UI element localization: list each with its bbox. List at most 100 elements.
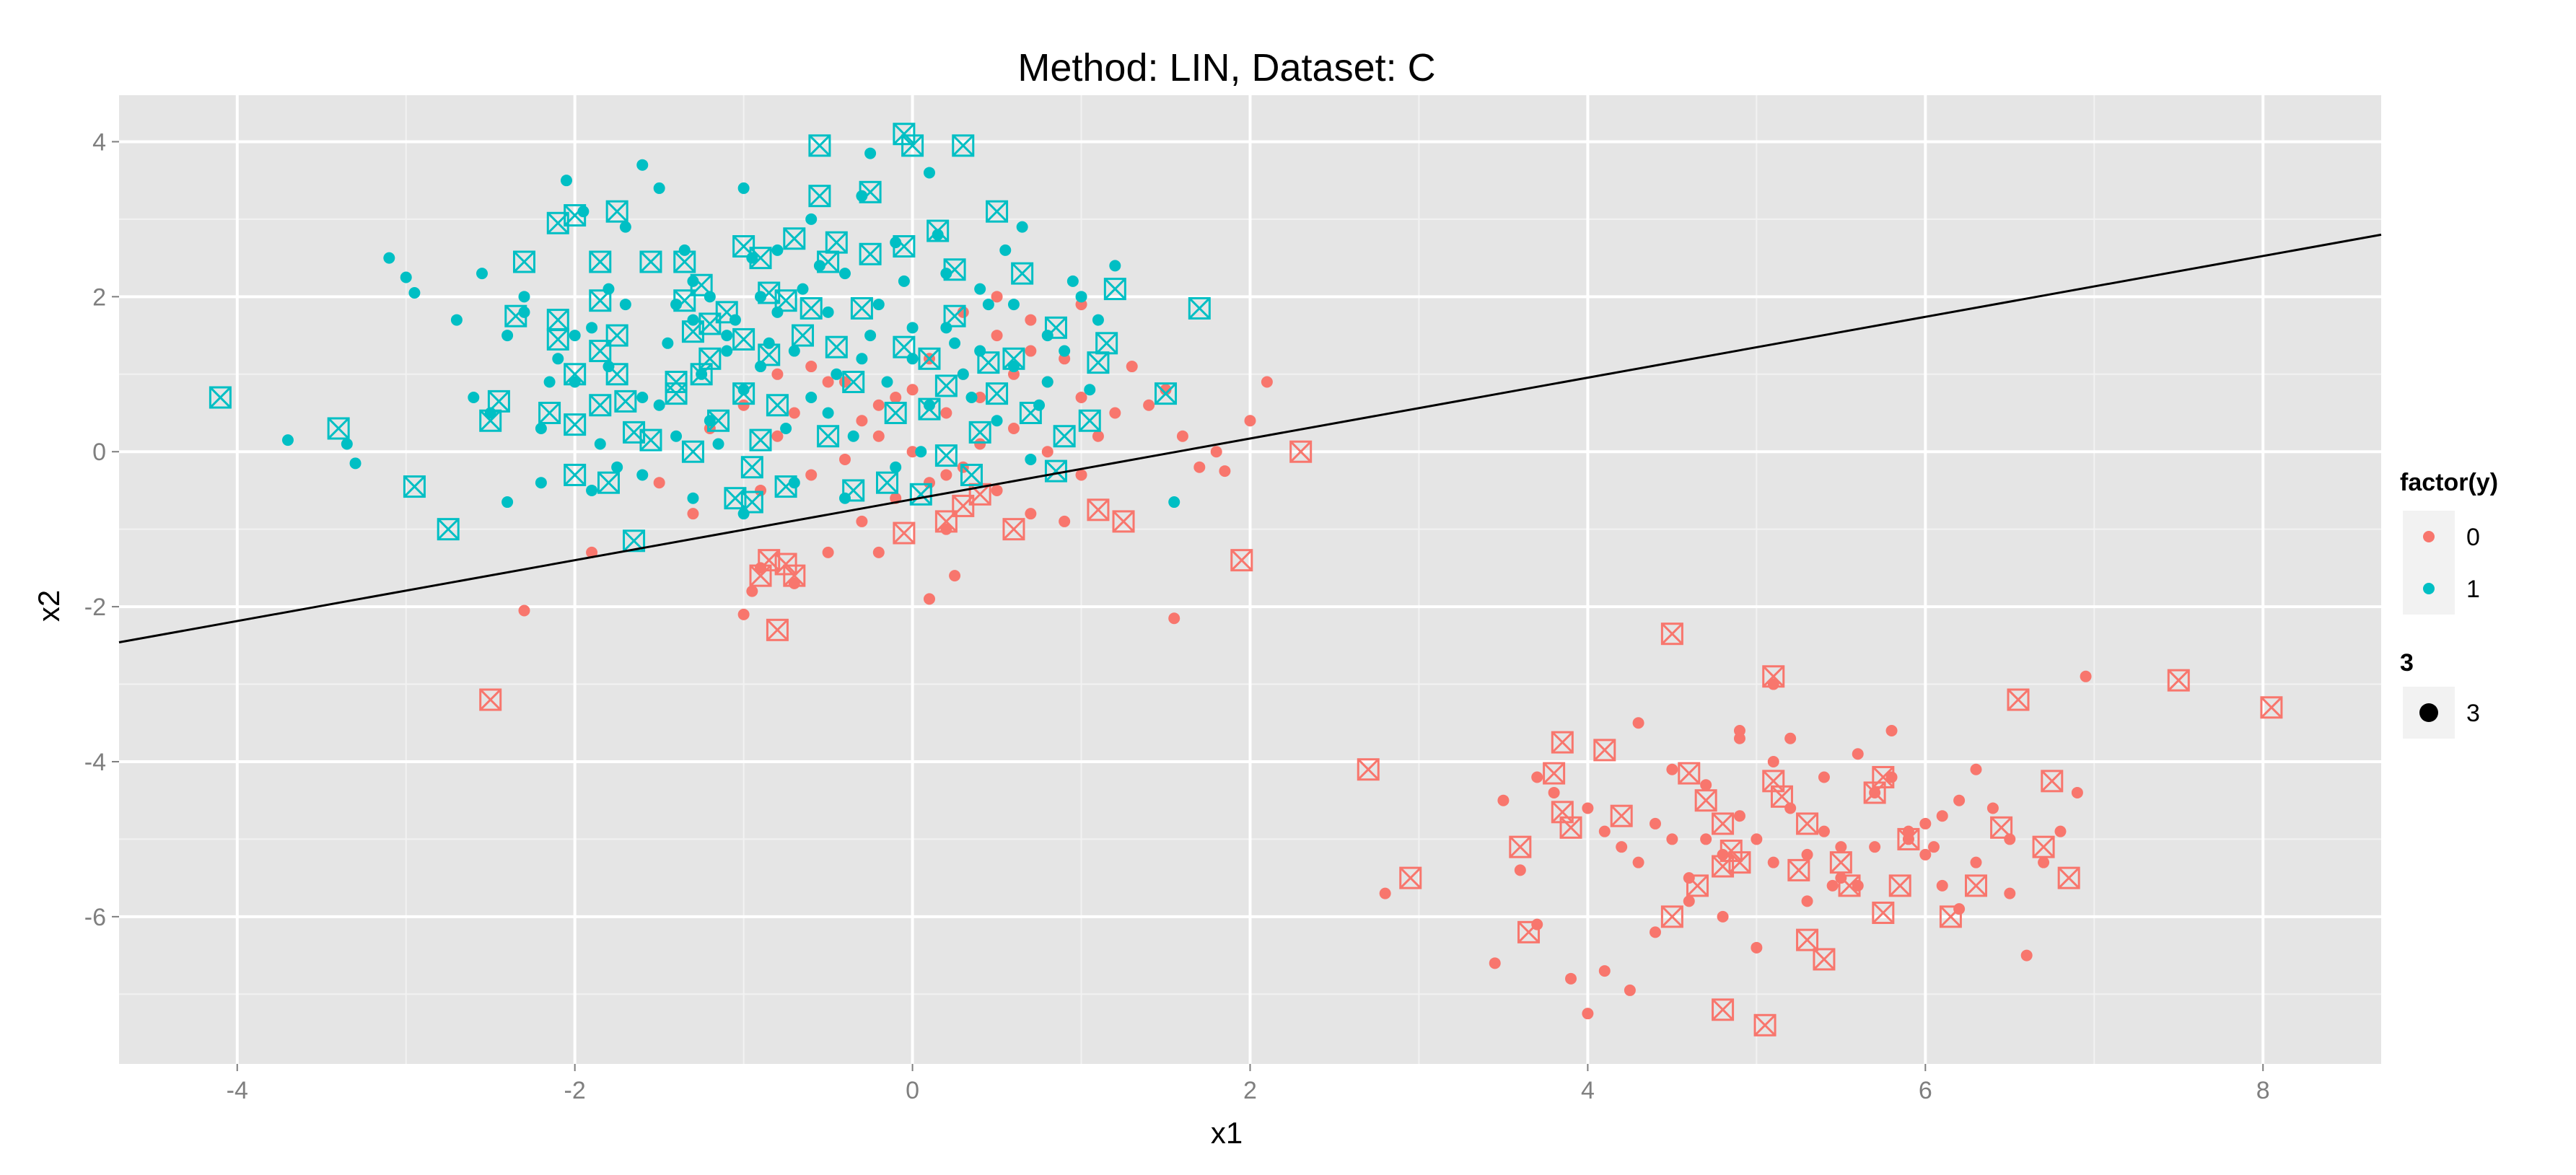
- data-point-boxed-y1: [1044, 459, 1067, 483]
- data-point-boxed-y1: [690, 273, 713, 296]
- data-point-y1: [501, 330, 514, 342]
- data-point-y0: [1953, 794, 1966, 806]
- data-point-y0: [940, 469, 952, 481]
- data-point-y0: [839, 376, 851, 388]
- data-point-y0: [788, 407, 800, 419]
- data-point-y0: [1176, 430, 1188, 442]
- data-point-y0: [586, 546, 598, 558]
- data-point-boxed-y0: [1230, 549, 1253, 572]
- data-point-boxed-y1: [564, 204, 587, 227]
- data-point-y1: [923, 167, 935, 179]
- data-point-y0: [1852, 748, 1864, 760]
- data-point-y0: [771, 368, 784, 380]
- data-point-boxed-y0: [1660, 622, 1683, 646]
- data-point-y0: [737, 399, 750, 411]
- data-point-y1: [1168, 496, 1180, 509]
- data-point-y1: [1041, 376, 1053, 388]
- data-point-boxed-y1: [1002, 347, 1025, 370]
- decision-boundary-line: [118, 233, 2382, 644]
- data-point-boxed-y0: [1813, 948, 1836, 971]
- data-point-y1: [881, 376, 893, 388]
- data-point-y1: [746, 252, 758, 264]
- y-tick-label: 0: [92, 439, 106, 466]
- y-tick-label: -6: [84, 904, 106, 931]
- data-point-boxed-y1: [893, 335, 916, 358]
- data-point-y0: [1835, 841, 1847, 853]
- data-point-boxed-y1: [986, 200, 1009, 223]
- data-point-boxed-y1: [597, 471, 620, 494]
- data-point-y0: [1970, 763, 1982, 775]
- x-tick-label: 6: [1919, 1077, 1932, 1104]
- data-point-y1: [400, 271, 412, 283]
- data-point-y0: [1928, 841, 1940, 853]
- x-axis-label: x1: [1211, 1116, 1243, 1150]
- data-point-y1: [653, 399, 665, 411]
- data-point-y1: [636, 469, 649, 481]
- data-point-y1: [872, 299, 885, 311]
- data-point-y1: [535, 422, 547, 434]
- data-point-y0: [1261, 376, 1273, 388]
- data-point-boxed-y1: [808, 134, 831, 157]
- data-point-y1: [1084, 384, 1096, 396]
- data-point-y0: [1826, 879, 1839, 892]
- data-point-y0: [872, 399, 885, 411]
- data-point-boxed-y1: [1095, 332, 1118, 355]
- data-point-y0: [2004, 887, 2016, 899]
- data-point-y0: [1717, 910, 1729, 923]
- data-point-boxed-y1: [589, 289, 612, 312]
- data-point-boxed-y1: [605, 324, 628, 347]
- y-axis-ticks: 4 2 0 -2 -4 -6: [84, 128, 119, 931]
- data-point-boxed-y1: [690, 363, 713, 386]
- data-point-y1: [1016, 221, 1028, 233]
- data-point-boxed-y1: [893, 235, 916, 258]
- data-point-boxed-y1: [487, 390, 510, 413]
- data-point-y0: [1733, 732, 1745, 744]
- x-axis-ticks: -4 -2 0 2 4 6 8: [227, 1064, 2270, 1104]
- data-point-boxed-y0: [2260, 696, 2283, 719]
- data-point-boxed-y1: [327, 417, 350, 440]
- data-point-y1: [771, 306, 784, 318]
- data-point-y1: [949, 337, 961, 349]
- data-point-boxed-y0: [783, 564, 806, 587]
- data-point-y0: [1616, 841, 1628, 853]
- data-point-boxed-y0: [1838, 874, 1861, 897]
- data-point-boxed-y0: [1829, 851, 1852, 874]
- data-point-y0: [890, 392, 902, 404]
- data-point-boxed-y1: [817, 425, 840, 448]
- data-point-boxed-y1: [1011, 262, 1034, 285]
- data-point-y0: [1733, 810, 1745, 822]
- data-point-boxed-y1: [546, 309, 569, 332]
- data-point-y1: [501, 496, 514, 509]
- data-point-boxed-y1: [934, 444, 958, 467]
- data-point-y0: [1801, 895, 1813, 907]
- data-point-y0: [1025, 314, 1037, 326]
- data-point-y0: [906, 446, 919, 458]
- data-points: [209, 123, 2283, 1037]
- data-point-y0: [1497, 794, 1510, 806]
- data-point-y1: [982, 299, 994, 311]
- data-point-y0: [856, 415, 868, 427]
- legend-dot-0: [2423, 531, 2435, 542]
- data-point-y1: [831, 368, 843, 380]
- data-point-y1: [991, 415, 1003, 427]
- data-point-boxed-y0: [893, 522, 916, 545]
- data-point-boxed-y1: [842, 371, 865, 394]
- data-point-boxed-y1: [715, 301, 738, 324]
- data-point-y0: [1986, 802, 1999, 814]
- data-point-boxed-y1: [901, 134, 924, 157]
- data-point-boxed-y0: [1872, 765, 1895, 788]
- data-point-boxed-y0: [1289, 440, 1313, 463]
- data-point-y0: [822, 376, 834, 388]
- data-point-y0: [822, 546, 834, 558]
- data-point-y1: [957, 368, 969, 380]
- data-point-y1: [468, 392, 480, 404]
- data-point-y0: [2071, 786, 2083, 798]
- data-point-y0: [1751, 833, 1763, 845]
- legend-size-title: 3: [2400, 649, 2414, 677]
- data-point-boxed-y1: [749, 428, 772, 452]
- data-point-y0: [653, 477, 665, 489]
- data-point-boxed-y1: [589, 394, 612, 417]
- data-point-y1: [594, 438, 606, 450]
- data-point-y1: [771, 244, 784, 256]
- data-point-boxed-y1: [639, 250, 662, 273]
